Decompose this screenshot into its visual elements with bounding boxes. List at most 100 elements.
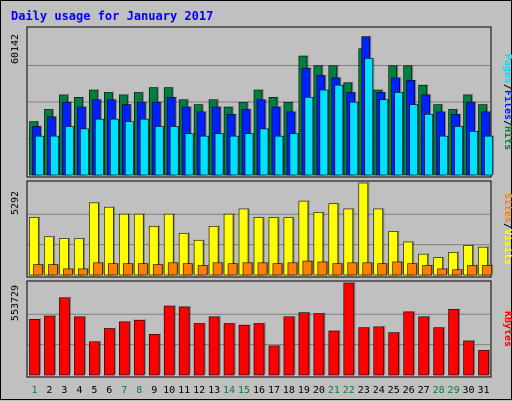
bar-shade bbox=[488, 348, 491, 375]
bar-shade bbox=[132, 262, 134, 275]
x-tick-label-day-30: 30 bbox=[463, 385, 475, 396]
bar-shade bbox=[148, 117, 150, 175]
bar-shade bbox=[312, 95, 315, 175]
bar-shade bbox=[477, 129, 480, 175]
bar-kbytes-day-28 bbox=[433, 327, 444, 376]
bar-shade bbox=[87, 267, 89, 275]
panel-kbytes: 553729 KBytes bbox=[10, 280, 512, 378]
chart-title: Daily usage for January 2017 bbox=[11, 9, 213, 23]
bar-pages-day-22 bbox=[349, 101, 359, 176]
bar-pages-day-23 bbox=[364, 58, 374, 176]
x-tick-label-day-24: 24 bbox=[373, 385, 385, 396]
x-tick-label-day-25: 25 bbox=[388, 385, 400, 396]
bar-shade bbox=[128, 212, 130, 275]
x-tick-label-day-3: 3 bbox=[61, 385, 67, 396]
bar-shade bbox=[386, 262, 389, 275]
bar-shade bbox=[402, 90, 405, 175]
bar-pages-day-8 bbox=[139, 118, 149, 176]
bar-sites-day-10 bbox=[167, 262, 178, 276]
bar-shade bbox=[297, 132, 300, 175]
bar-shade bbox=[387, 98, 390, 175]
bar-shade bbox=[432, 112, 435, 175]
bar-sites-day-1 bbox=[33, 264, 43, 276]
bar-shade bbox=[163, 124, 165, 175]
bar-shade bbox=[342, 83, 345, 175]
bar-sites-day-19 bbox=[302, 260, 313, 276]
bar-pages-day-21 bbox=[334, 84, 344, 176]
bar-kbytes-day-29 bbox=[448, 309, 459, 376]
bar-shade bbox=[84, 315, 86, 375]
bar-shade bbox=[267, 261, 269, 275]
bar-sites-day-25 bbox=[392, 261, 403, 276]
bar-shade bbox=[461, 268, 464, 275]
bar-shade bbox=[222, 261, 224, 275]
bar-pages-day-2 bbox=[50, 135, 59, 176]
bar-shade bbox=[367, 181, 370, 275]
bar-shade bbox=[43, 134, 45, 175]
bar-shade bbox=[278, 344, 281, 375]
bar-sites-day-9 bbox=[152, 264, 163, 276]
bar-pages-day-10 bbox=[169, 126, 179, 176]
bar-shade bbox=[341, 262, 344, 275]
bar-shade bbox=[39, 317, 41, 375]
x-tick-label-day-4: 4 bbox=[76, 385, 82, 396]
x-tick-label-day-9: 9 bbox=[151, 385, 157, 396]
x-tick-label-day-22: 22 bbox=[343, 385, 355, 396]
bar-sites-day-11 bbox=[182, 263, 193, 276]
bar-sites-day-13 bbox=[212, 262, 223, 276]
bar-shade bbox=[264, 321, 266, 375]
x-tick-label-day-13: 13 bbox=[208, 385, 220, 396]
bar-shade bbox=[382, 207, 385, 275]
bar-shade bbox=[372, 56, 375, 176]
x-tick-label-day-31: 31 bbox=[477, 385, 489, 396]
bar-shade bbox=[73, 124, 75, 175]
bar-pages-day-13 bbox=[214, 133, 224, 176]
bar-pages-day-11 bbox=[184, 133, 194, 176]
bar-shade bbox=[337, 202, 340, 275]
bar-sites-day-6 bbox=[108, 263, 118, 276]
x-tick-label-day-7: 7 bbox=[121, 385, 127, 396]
bar-shade bbox=[69, 296, 71, 375]
bar-kbytes-day-13 bbox=[208, 316, 220, 376]
x-tick-label-day-2: 2 bbox=[46, 385, 52, 396]
bar-sites-day-28 bbox=[437, 268, 447, 276]
bar-shade bbox=[72, 267, 74, 275]
bar-kbytes-day-3 bbox=[59, 297, 70, 376]
bar-shade bbox=[204, 321, 206, 375]
bar-shade bbox=[293, 315, 296, 375]
bar-pages-day-16 bbox=[259, 128, 269, 176]
x-tick-label-day-29: 29 bbox=[448, 385, 460, 396]
bar-shade bbox=[447, 134, 450, 175]
x-tick-label-day-27: 27 bbox=[418, 385, 430, 396]
bar-kbytes-day-16 bbox=[253, 323, 265, 376]
bar-sites-day-20 bbox=[317, 261, 328, 276]
bar-kbytes-day-27 bbox=[418, 316, 429, 376]
bar-pages-day-29 bbox=[454, 126, 463, 176]
bar-sites-day-7 bbox=[122, 263, 133, 276]
bar-sites-day-15 bbox=[242, 262, 253, 276]
bar-shade bbox=[177, 261, 179, 275]
bar-pages-day-12 bbox=[199, 135, 209, 176]
bar-kbytes-day-26 bbox=[403, 311, 414, 376]
chart-panels: 60142 Pages/Files/Hits 5292 Sites/Visits 553… bbox=[10, 26, 512, 378]
bar-shade bbox=[248, 207, 250, 275]
x-tick-label-day-5: 5 bbox=[91, 385, 97, 396]
bar-shade bbox=[398, 331, 401, 375]
bar-shade bbox=[208, 134, 210, 175]
x-tick-label-day-8: 8 bbox=[136, 385, 142, 396]
bar-pages-day-3 bbox=[65, 126, 74, 176]
bar-shade bbox=[143, 212, 145, 275]
bar-shade bbox=[238, 134, 240, 175]
bar-pages-day-5 bbox=[95, 118, 104, 176]
bar-shade bbox=[353, 281, 356, 375]
bar-pages-day-15 bbox=[244, 133, 254, 176]
bar-shade bbox=[253, 132, 255, 175]
bar-shade bbox=[113, 205, 115, 275]
bar-shade bbox=[252, 261, 254, 275]
bar-sites-day-30 bbox=[467, 265, 477, 276]
bar-sites-day-23 bbox=[362, 262, 373, 276]
bar-sites-day-5 bbox=[93, 262, 103, 276]
bar-sites-day-3 bbox=[63, 268, 73, 276]
bar-shade bbox=[338, 329, 341, 375]
